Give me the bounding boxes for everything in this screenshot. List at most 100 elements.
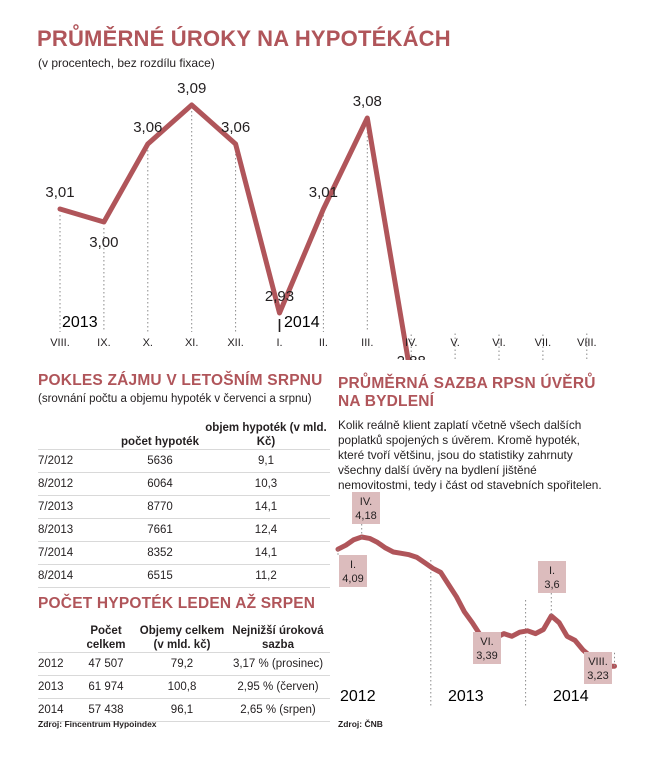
table1-row: 7/2012 5636 9,1 [38, 449, 330, 473]
source-cnb: Zdroj: ČNB [338, 719, 383, 729]
year-label-2014: 2014 [553, 688, 589, 705]
table1-row: 8/2013 7661 12,4 [38, 518, 330, 542]
year-label-2013: 2013 [62, 314, 98, 331]
table1-cell-period: 8/2014 [38, 564, 118, 588]
chart2-annotation-value: 4,09 [342, 573, 363, 585]
chart1-value-label: 3,06 [221, 119, 250, 136]
table1-cell-count: 8352 [118, 541, 202, 565]
chart2-series-line [335, 534, 617, 669]
chart1-month-label: VII. [535, 337, 552, 349]
chart2-description: Kolik reálně klient zaplatí včetně všech… [338, 418, 602, 492]
chart1-value-label: 3,01 [45, 184, 74, 201]
table1-cell-volume: 14,1 [202, 541, 330, 565]
table1-header-volume: objem hypoték (v mld. Kč) [205, 422, 327, 448]
chart1-month-label: IV. [405, 337, 417, 349]
table1-header-count: počet hypoték [121, 436, 199, 448]
table1-cell-period: 7/2014 [38, 541, 118, 565]
chart2-annotation-value: 3,6 [544, 579, 559, 591]
chart2-annotation-box [352, 492, 380, 524]
source-fincentrum: Zdroj: Fincentrum Hypoindex [38, 719, 157, 729]
chart2-annotation-value: 3,39 [476, 650, 497, 662]
table2-cell-rate: 2,95 % (červen) [226, 675, 330, 699]
chart1-subtitle: (v procentech, bez rozdílu fixace) [38, 56, 215, 70]
chart2-title-line1: PRŮMĚRNÁ SAZBA RPSN ÚVĚRŮ [338, 375, 596, 392]
year-label-2013: 2013 [448, 688, 484, 705]
chart2-title: PRŮMĚRNÁ SAZBA RPSN ÚVĚRŮ NA BYDLENÍ [338, 375, 596, 411]
chart1-month-label: IX. [97, 337, 110, 349]
chart1-value-label: 3,09 [177, 80, 206, 97]
table2-cell-year: 2014 [38, 698, 74, 722]
chart1-value-label: 3,06 [133, 119, 162, 136]
chart2-annotation-box [538, 561, 566, 593]
table2-cell-year: 2013 [38, 675, 74, 699]
table1-cell-volume: 12,4 [202, 518, 330, 542]
table1-row: 7/2013 8770 14,1 [38, 495, 330, 519]
chart2-annotation-month: I. [549, 565, 555, 577]
chart2-annotation-month: I. [350, 559, 356, 571]
table1-cell-count: 6515 [118, 564, 202, 588]
table2-header-count: Počet celkem [86, 625, 126, 651]
chart1-month-label: VIII. [577, 337, 597, 349]
chart1-month-label: I. [276, 337, 282, 349]
chart1-title: PRŮMĚRNÉ ÚROKY NA HYPOTÉKÁCH [37, 26, 451, 51]
table2-cell-volume: 79,2 [138, 652, 226, 676]
table1-cell-volume: 11,2 [202, 564, 330, 588]
table1-cell-count: 8770 [118, 495, 202, 519]
chart1-value-label: 3,01 [309, 184, 338, 201]
table1-cell-count: 6064 [118, 472, 202, 496]
chart1-month-label: II. [319, 337, 328, 349]
chart1-series-line [57, 102, 411, 360]
chart1-value-label: 2,93 [265, 288, 294, 305]
chart1-month-label: V. [450, 337, 459, 349]
table1-cell-period: 8/2012 [38, 472, 118, 496]
table2-row: 2013 61 974 100,8 2,95 % (červen) [38, 675, 330, 699]
table1-row: 8/2012 6064 10,3 [38, 472, 330, 496]
chart1-month-label: XII. [227, 337, 244, 349]
chart1-line-chart: 3,013,003,063,093,062,933,013,082,882,81… [45, 80, 597, 360]
chart2-annotation-value: 3,23 [587, 670, 608, 682]
table2-cell-volume: 100,8 [138, 675, 226, 699]
table2-cell-count: 47 507 [74, 652, 138, 676]
chart1-month-label: VIII. [50, 337, 70, 349]
year-label-2012: 2012 [340, 688, 376, 705]
chart1-value-label: 3,00 [89, 234, 118, 251]
chart2-annotation-box [339, 555, 367, 587]
year-label-2014: 2014 [284, 314, 320, 331]
table2-cell-rate: 3,17 % (prosinec) [226, 652, 330, 676]
table1: počet hypoték objem hypoték (v mld. Kč) … [38, 415, 330, 588]
table1-cell-volume: 10,3 [202, 472, 330, 496]
chart1-month-label: III. [361, 337, 373, 349]
table1-cell-volume: 14,1 [202, 495, 330, 519]
chart2-annotation-month: VIII. [588, 656, 608, 668]
table2-row: 2012 47 507 79,2 3,17 % (prosinec) [38, 652, 330, 676]
table2-cell-count: 61 974 [74, 675, 138, 699]
chart2-annotation-value: 4,18 [355, 510, 376, 522]
table2-cell-volume: 96,1 [138, 698, 226, 722]
chart2-title-line2: NA BYDLENÍ [338, 393, 435, 410]
chart1-month-label: X. [143, 337, 153, 349]
table1-cell-period: 7/2013 [38, 495, 118, 519]
table1-cell-count: 5636 [118, 449, 202, 473]
table2-cell-rate: 2,65 % (srpen) [226, 698, 330, 722]
table1-subtitle: (srovnání počtu a objemu hypoték v červe… [38, 393, 312, 405]
chart2-annotation-box [473, 632, 501, 664]
table2-title: POČET HYPOTÉK LEDEN AŽ SRPEN [38, 595, 316, 612]
table2: Počet celkem Objemy celkem (v mld. kč) N… [38, 612, 330, 722]
chart1-month-label: XI. [185, 337, 198, 349]
table2-row: 2014 57 438 96,1 2,65 % (srpen) [38, 698, 330, 722]
table1-row: 8/2014 6515 11,2 [38, 564, 330, 588]
chart1-month-label: VI. [492, 337, 505, 349]
chart2-annotation-month: VI. [480, 636, 493, 648]
table2-cell-count: 57 438 [74, 698, 138, 722]
table2-header-rate: Nejnižší úroková sazba [232, 625, 324, 651]
table1-cell-count: 7661 [118, 518, 202, 542]
chart1-value-label: 2,88 [397, 353, 426, 360]
table2-header-volume: Objemy celkem (v mld. kč) [139, 625, 225, 651]
table2-cell-year: 2012 [38, 652, 74, 676]
table1-row: 7/2014 8352 14,1 [38, 541, 330, 565]
chart2-annotation-month: IV. [360, 496, 372, 508]
table1-cell-volume: 9,1 [202, 449, 330, 473]
table1-cell-period: 7/2012 [38, 449, 118, 473]
table1-title: POKLES ZÁJMU V LETOŠNÍM SRPNU [38, 372, 323, 389]
